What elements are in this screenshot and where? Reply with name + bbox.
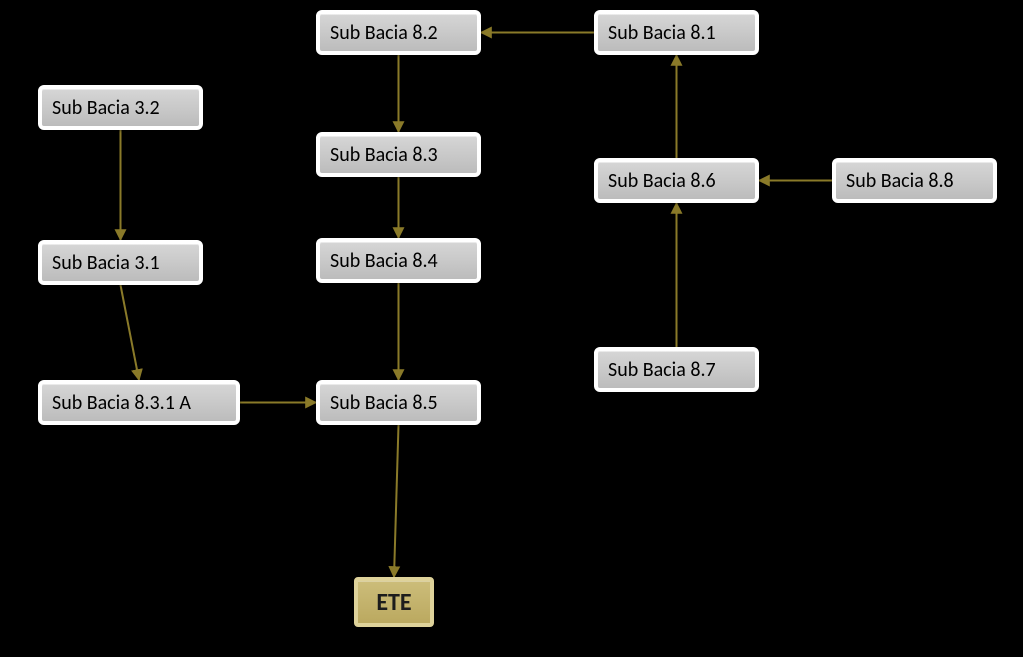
node-sb32: Sub Bacia 3.2 bbox=[38, 85, 203, 130]
node-label: Sub Bacia 8.2 bbox=[330, 21, 438, 45]
node-label: Sub Bacia 8.7 bbox=[608, 358, 716, 382]
node-sb82: Sub Bacia 8.2 bbox=[316, 10, 481, 55]
node-sb81: Sub Bacia 8.1 bbox=[594, 10, 759, 55]
node-label: Sub Bacia 3.2 bbox=[52, 96, 160, 120]
node-sb87: Sub Bacia 8.7 bbox=[594, 347, 759, 392]
node-label: Sub Bacia 8.8 bbox=[846, 169, 954, 193]
node-sb31: Sub Bacia 3.1 bbox=[38, 240, 203, 285]
node-ete: ETE bbox=[354, 577, 434, 627]
edge-sb85-ete bbox=[394, 425, 399, 577]
node-sb84: Sub Bacia 8.4 bbox=[316, 238, 481, 283]
node-label: Sub Bacia 8.1 bbox=[608, 21, 716, 45]
node-label: Sub Bacia 8.3 bbox=[330, 143, 438, 167]
node-label: Sub Bacia 8.4 bbox=[330, 249, 438, 273]
node-sb85: Sub Bacia 8.5 bbox=[316, 380, 481, 425]
node-label: Sub Bacia 3.1 bbox=[52, 251, 160, 275]
node-sb86: Sub Bacia 8.6 bbox=[594, 158, 759, 203]
node-label: Sub Bacia 8.5 bbox=[330, 391, 438, 415]
node-label: Sub Bacia 8.6 bbox=[608, 169, 716, 193]
node-label: ETE bbox=[376, 588, 411, 617]
node-sb88: Sub Bacia 8.8 bbox=[832, 158, 997, 203]
node-label: Sub Bacia 8.3.1 A bbox=[52, 391, 191, 415]
node-sb831a: Sub Bacia 8.3.1 A bbox=[38, 380, 240, 425]
node-sb83: Sub Bacia 8.3 bbox=[316, 132, 481, 177]
edge-sb31-sb831a bbox=[121, 285, 140, 380]
